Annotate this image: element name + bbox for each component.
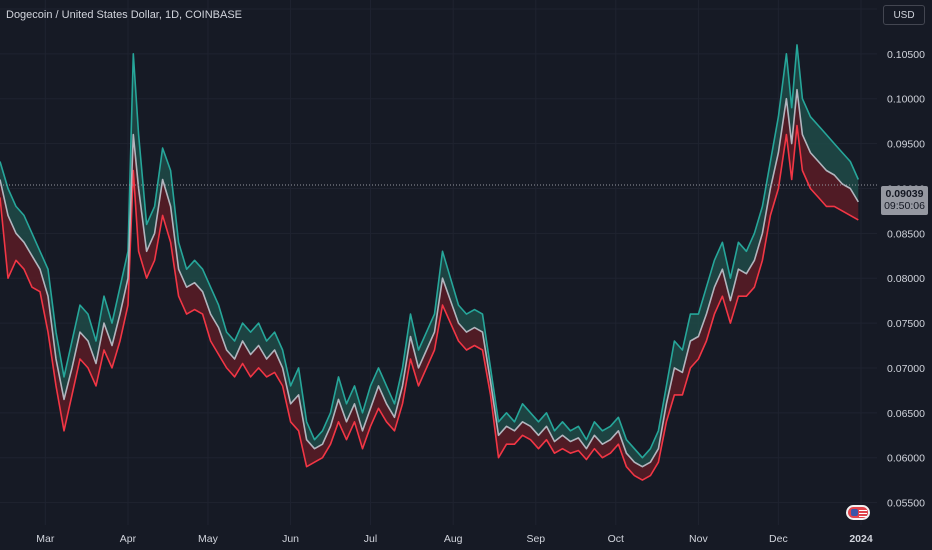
series-line-upper (0, 44, 860, 459)
x-tick-label: Jul (364, 533, 377, 545)
y-tick-label: 0.08500 (887, 228, 925, 240)
currency-button[interactable]: USD (883, 5, 925, 25)
countdown-label: 09:50:06 (884, 200, 925, 212)
y-tick-label: 0.07500 (887, 318, 925, 330)
x-tick-label: May (198, 533, 219, 545)
series-line-middle (0, 88, 859, 468)
x-tick-label: Oct (608, 533, 624, 545)
current-price-label: 0.09039 (885, 188, 924, 200)
series-line-lower (0, 124, 859, 481)
x-tick-label: Dec (769, 533, 788, 545)
x-tick-label: Jun (282, 533, 299, 545)
x-tick-label: Nov (689, 533, 708, 545)
us-flag-icon[interactable] (846, 505, 870, 520)
price-badge: 0.09039 09:50:06 (881, 186, 928, 215)
y-tick-label: 0.08000 (887, 273, 925, 285)
y-tick-label: 0.10000 (887, 94, 925, 106)
x-tick-label: Apr (120, 533, 137, 545)
symbol-title: Dogecoin / United States Dollar, 1D, COI… (6, 9, 242, 21)
x-tick-label: Mar (36, 533, 55, 545)
y-tick-label: 0.06000 (887, 453, 925, 465)
x-tick-label: 2024 (849, 533, 873, 545)
y-tick-label: 0.05500 (887, 498, 925, 510)
y-tick-label: 0.06500 (887, 408, 925, 420)
y-tick-label: 0.09500 (887, 139, 925, 151)
x-tick-label: Aug (444, 533, 463, 545)
y-tick-label: 0.10500 (887, 49, 925, 61)
x-tick-label: Sep (526, 533, 545, 545)
y-tick-label: 0.07000 (887, 363, 925, 375)
